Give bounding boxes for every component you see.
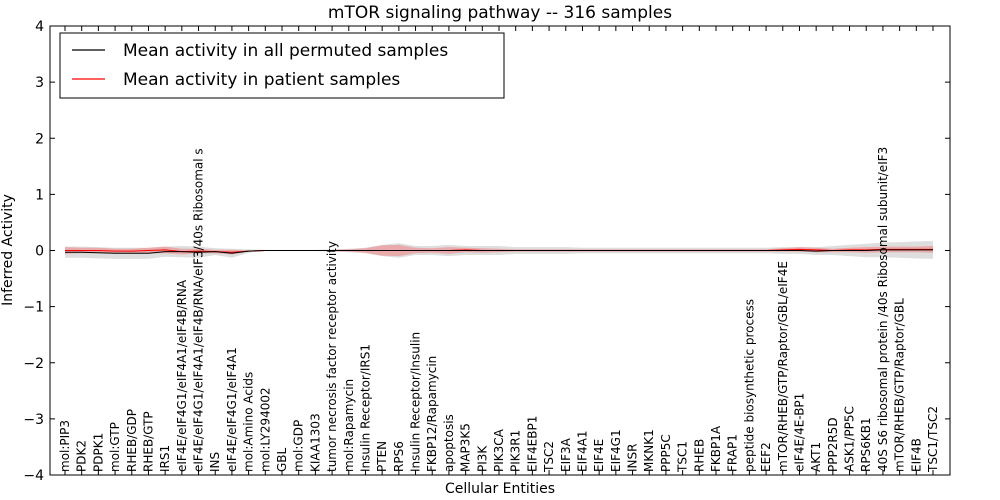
category-label: apoptosis: [442, 414, 456, 472]
category-label: RPS6: [392, 441, 406, 472]
line-permuted: [65, 249, 933, 254]
category-label: RPS6KB1: [859, 417, 873, 472]
category-label: mol:Amino Acids: [242, 372, 256, 472]
category-label: TSC1/TSC2: [926, 406, 940, 473]
y-axis-label: Inferred Activity: [0, 194, 16, 306]
chart-title: mTOR signaling pathway -- 316 samples: [328, 3, 672, 23]
category-label: RHEB/GTP: [142, 411, 156, 472]
x-axis-label: Cellular Entities: [445, 481, 555, 497]
category-label: GBL: [275, 447, 289, 472]
category-label: mol:LY294002: [258, 387, 272, 472]
category-label: TSC2: [542, 441, 556, 473]
x-axis-ticks: mol:PIP3 PDK2 PDPK1 mol:GTP RHEB/GDP RHEB/GTP…: [58, 26, 940, 475]
category-label: mol:GDP: [292, 420, 306, 472]
category-label: Insulin Receptor/Insulin: [409, 332, 423, 472]
y-tick-label: 4: [35, 19, 44, 35]
legend-label-permuted: Mean activity in all permuted samples: [123, 41, 448, 61]
y-tick-label: 0: [35, 244, 44, 260]
y-tick-label: 1: [35, 187, 44, 203]
category-label: PPP2R5D: [826, 417, 840, 472]
category-label: EIF4A1: [576, 430, 590, 472]
category-label: peptide biosynthetic process: [742, 299, 756, 472]
category-label: mol:PIP3: [58, 420, 72, 472]
category-label: eIF4E/eIF4G1/eIF4A1/eIF4B/RNA: [175, 279, 189, 472]
y-tick-label: −1: [23, 300, 44, 316]
category-label: ASK1/PP5C: [843, 406, 857, 472]
category-label: mol:GTP: [108, 422, 122, 472]
category-label: PI3K: [475, 445, 489, 472]
category-label: TSC1: [676, 441, 690, 473]
y-tick-label: −2: [23, 356, 44, 372]
y-tick-label: 2: [35, 131, 44, 147]
category-label: PIK3CA: [492, 428, 506, 472]
category-label: INS: [208, 452, 222, 472]
category-label: EIF4E: [592, 439, 606, 472]
category-label: MKNK1: [642, 429, 656, 472]
category-label: mTOR/RHEB/GTP/Raptor/GBL: [893, 298, 907, 472]
category-label: FKBP12/Rapamycin: [425, 356, 439, 472]
category-label: FRAP1: [726, 434, 740, 472]
plot-frame: [49, 25, 951, 476]
category-label: EIF3A: [559, 437, 573, 472]
category-label: AKT1: [809, 442, 823, 472]
category-label: INSR: [626, 444, 640, 472]
category-label: FKBP1A: [709, 425, 723, 472]
category-label: KIAA1303: [308, 413, 322, 472]
y-tick-label: −4: [23, 468, 44, 484]
category-label: 40S S6 ribosomal protein /40s Ribosomal …: [876, 147, 890, 472]
category-label: PTEN: [375, 441, 389, 472]
category-label: PIK3R1: [509, 430, 523, 472]
series-lines: [65, 248, 933, 254]
y-axis-ticks: −4 −3 −2 −1 0 1 2 3 4: [23, 19, 950, 484]
legend-box: [59, 32, 505, 99]
category-label: eIF4E/eIF4G1/eIF4A1: [225, 347, 239, 472]
category-label: eIF4E/4E-BP1: [793, 393, 807, 472]
category-label: Insulin Receptor/IRS1: [359, 344, 373, 472]
category-label: mol:Rapamycin: [342, 379, 356, 472]
category-label: PPP5C: [659, 434, 673, 472]
category-label: eIF4E/eIF4G1/eIF4A1/eIF4B/RNA/eIF3/40s R…: [192, 148, 206, 472]
category-label: PDPK1: [91, 433, 105, 472]
category-label: RHEB: [692, 439, 706, 472]
category-label: EIF4EBP1: [525, 416, 539, 472]
category-label: EIF4B: [909, 438, 923, 472]
legend: Mean activity in all permuted samples Me…: [59, 32, 505, 99]
category-label: IRS1: [158, 445, 172, 472]
category-label: EEF2: [759, 442, 773, 472]
category-label: EIF4G1: [609, 429, 623, 472]
category-label: tumor necrosis factor receptor activity: [325, 241, 339, 472]
category-label: PDK2: [75, 440, 89, 472]
category-label: mTOR/RHEB/GTP/Raptor/GBL/eIF4E: [776, 261, 790, 472]
category-label: RHEB/GDP: [125, 409, 139, 472]
y-tick-label: 3: [35, 75, 44, 91]
legend-label-patient: Mean activity in patient samples: [123, 70, 400, 90]
category-label: MAP3K5: [459, 423, 473, 472]
y-tick-label: −3: [23, 412, 44, 428]
